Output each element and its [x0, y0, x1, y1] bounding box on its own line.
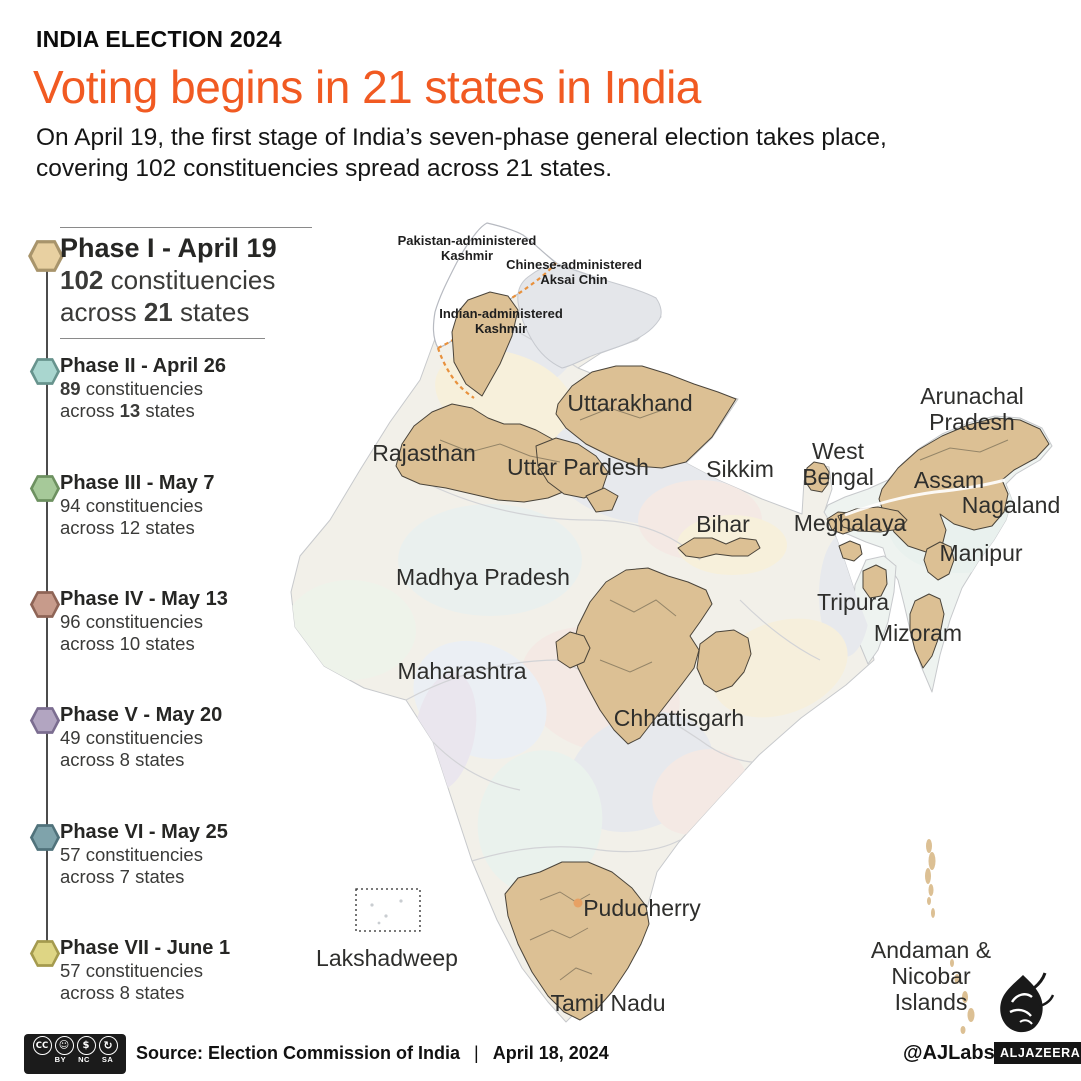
- label-aksai-chin: Chinese-administered Aksai Chin: [506, 257, 642, 287]
- phase-title: Phase VI - May 25: [60, 821, 228, 843]
- phase3-hexagon-icon: [29, 475, 61, 502]
- brahmaputra-river-line: [844, 478, 1006, 517]
- label-rajasthan: Rajasthan: [372, 440, 476, 466]
- page-title: Voting begins in 21 states in India: [33, 61, 701, 113]
- page-subtitle: On April 19, the first stage of India’s …: [36, 124, 887, 182]
- cc-icon: CC: [32, 1036, 52, 1055]
- label-puducherry: Puducherry: [583, 895, 701, 921]
- creative-commons-badge: CC ☺ $ ↻ BY NC SA: [24, 1034, 126, 1074]
- phase4-hexagon-icon: [29, 591, 61, 618]
- source-line: Source: Election Commission of India | Apr…: [136, 1043, 609, 1063]
- lakshadweep-box: [355, 888, 421, 932]
- constituency-inner-borders: [439, 407, 1009, 981]
- phase-title: Phase I - April 19: [60, 233, 277, 263]
- puducherry-dot: [573, 898, 583, 908]
- phase-item-7: Phase VII - June 1 57 constituencies acr…: [60, 937, 231, 1003]
- phase1-top-rule: [60, 227, 312, 228]
- region-uttarakhand: [555, 365, 737, 469]
- label-nagaland: Nagaland: [961, 492, 1061, 518]
- region-indian-kashmir: [451, 291, 519, 397]
- phase6-hexagon-icon: [29, 824, 61, 851]
- label-west-bengal: West Bengal: [802, 438, 874, 490]
- label-madhya-pradesh: Madhya Pradesh: [396, 564, 570, 590]
- region-tamil-nadu: [504, 861, 650, 1021]
- label-tamil-nadu: Tamil Nadu: [550, 990, 666, 1016]
- phase-title: Phase IV - May 13: [60, 588, 228, 610]
- region-mizoram: [909, 593, 945, 669]
- cc-labels: BY NC SA: [54, 1055, 114, 1064]
- cc-sa-icon: ↻: [98, 1036, 118, 1055]
- label-lakshadweep: Lakshadweep: [316, 945, 458, 971]
- phase-item-5: Phase V - May 20 49 constituencies acros…: [60, 704, 223, 770]
- region-north-bengal2: [838, 540, 863, 562]
- phase7-hexagon-icon: [29, 940, 61, 967]
- phase-title: Phase V - May 20: [60, 704, 223, 726]
- label-maharashtra: Maharashtra: [397, 658, 527, 684]
- label-tripura: Tripura: [817, 589, 889, 615]
- date-text: April 18, 2024: [492, 1043, 609, 1063]
- label-pakistan-kashmir: Pakistan-administered Kashmir: [397, 233, 537, 263]
- phase-item-6: Phase VI - May 25 57 constituencies acro…: [60, 821, 228, 887]
- andaman-nicobar-islands-shapes: [925, 839, 975, 1034]
- phase5-hexagon-icon: [29, 707, 61, 734]
- label-arunachal-pradesh: Arunachal Pradesh: [920, 383, 1024, 435]
- region-vidarbha: [555, 631, 591, 669]
- label-uttarakhand: Uttarakhand: [567, 390, 693, 416]
- region-mp-east: [571, 567, 713, 745]
- phase-title: Phase III - May 7: [60, 472, 215, 494]
- label-uttar-pardesh: Uttar Pardesh: [507, 454, 649, 480]
- phase1-highlighted-states: [395, 291, 1050, 1034]
- region-chhattisgarh: [696, 629, 752, 693]
- label-bihar: Bihar: [696, 511, 750, 537]
- aksai-chin-region: [517, 262, 662, 369]
- region-bihar: [677, 537, 761, 559]
- phase-title: Phase II - April 26: [60, 355, 226, 377]
- aljazeera-logo-icon: [1000, 972, 1055, 1033]
- phase2-hexagon-icon: [29, 358, 61, 385]
- label-meghalaya: Meghalaya: [793, 510, 907, 536]
- phase-item-3: Phase III - May 7 94 constituencies acro…: [60, 472, 215, 538]
- phase-item-1: Phase I - April 19 102 constituencies ac…: [60, 233, 277, 327]
- label-chhattisgarh: Chhattisgarh: [613, 705, 745, 731]
- region-sikkim: [804, 461, 830, 493]
- label-assam: Assam: [913, 467, 985, 493]
- aljazeera-wordmark: ALJAZEERA: [994, 1042, 1081, 1064]
- phase-title: Phase VII - June 1: [60, 937, 231, 959]
- ajlabs-credit: @AJLabs: [903, 1042, 995, 1064]
- label-sikkim: Sikkim: [706, 456, 774, 482]
- label-manipur: Manipur: [939, 540, 1023, 566]
- cc-nc-icon: $: [76, 1036, 96, 1055]
- phase-item-4: Phase IV - May 13 96 constituencies acro…: [60, 588, 228, 654]
- label-indian-kashmir: Indian-administered Kashmir: [439, 306, 563, 336]
- region-west-up2: [585, 487, 619, 513]
- label-andaman-nicobar: Andaman & Nicobar Islands: [870, 937, 992, 1015]
- region-manipur: [923, 541, 955, 581]
- phase-item-2: Phase II - April 26 89 constituencies ac…: [60, 355, 226, 421]
- phase1-bottom-rule: [60, 338, 265, 339]
- region-tripura: [862, 564, 888, 599]
- kicker: INDIA ELECTION 2024: [36, 26, 282, 52]
- source-text: Source: Election Commission of India: [136, 1043, 461, 1063]
- cc-by-icon: ☺: [54, 1036, 74, 1055]
- phase1-hexagon-icon: [28, 240, 64, 272]
- region-arunachal-assam: [878, 417, 1050, 553]
- label-mizoram: Mizoram: [873, 620, 963, 646]
